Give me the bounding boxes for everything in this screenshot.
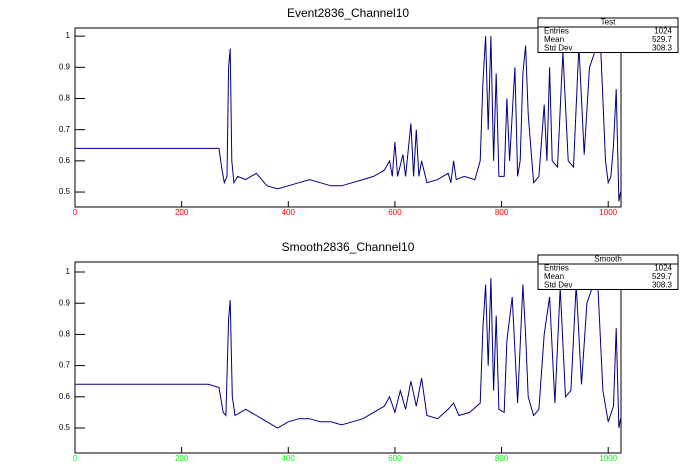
- y-tick-label: 1: [66, 31, 71, 40]
- x-tick-label: 0: [73, 454, 78, 463]
- x-tick-label: 1000: [599, 454, 617, 463]
- x-tick-label: 400: [282, 454, 296, 463]
- data-line: [75, 35, 621, 202]
- stats-title: Test: [601, 18, 616, 27]
- stats-label: Std Dev: [544, 43, 572, 52]
- y-tick-label: 0.5: [59, 187, 71, 196]
- stats-label: Entries: [544, 26, 569, 35]
- stats-value: 308.3: [652, 43, 673, 52]
- chart-title: Smooth2836_Channel10: [282, 240, 415, 254]
- stats-box: [537, 17, 679, 53]
- y-tick-label: 0.5: [59, 423, 71, 432]
- y-tick-label: 0.9: [59, 62, 71, 71]
- plot-frame: [74, 261, 622, 454]
- x-tick-label: 600: [388, 454, 402, 463]
- y-tick-label: 0.8: [59, 94, 71, 103]
- stats-label: Mean: [544, 272, 564, 281]
- stats-value: 529.7: [652, 35, 673, 44]
- x-tick-label: 800: [495, 208, 509, 217]
- stats-value: 1024: [654, 26, 672, 35]
- x-tick-label: 200: [175, 208, 189, 217]
- y-tick-label: 0.7: [59, 361, 71, 370]
- x-tick-label: 400: [282, 208, 296, 217]
- y-tick-label: 0.6: [59, 392, 71, 401]
- y-tick-label: 0.6: [59, 156, 71, 165]
- y-tick-label: 1: [66, 267, 71, 276]
- x-tick-label: 1000: [599, 208, 617, 217]
- x-tick-label: 0: [73, 208, 78, 217]
- stats-box: [537, 254, 679, 290]
- chart-title: Event2836_Channel10: [287, 6, 409, 20]
- stats-label: Mean: [544, 35, 564, 44]
- stats-value: 1024: [654, 263, 672, 272]
- y-tick-label: 0.7: [59, 125, 71, 134]
- stats-value: 308.3: [652, 280, 673, 289]
- data-line: [75, 276, 621, 429]
- y-tick-label: 0.9: [59, 298, 71, 307]
- plot-frame: [74, 27, 622, 208]
- stats-label: Std Dev: [544, 280, 572, 289]
- y-tick-label: 0.8: [59, 330, 71, 339]
- stats-value: 529.7: [652, 272, 673, 281]
- x-tick-label: 800: [495, 454, 509, 463]
- stats-title: Smooth: [594, 255, 622, 264]
- stats-label: Entries: [544, 263, 569, 272]
- x-tick-label: 600: [388, 208, 402, 217]
- x-tick-label: 200: [175, 454, 189, 463]
